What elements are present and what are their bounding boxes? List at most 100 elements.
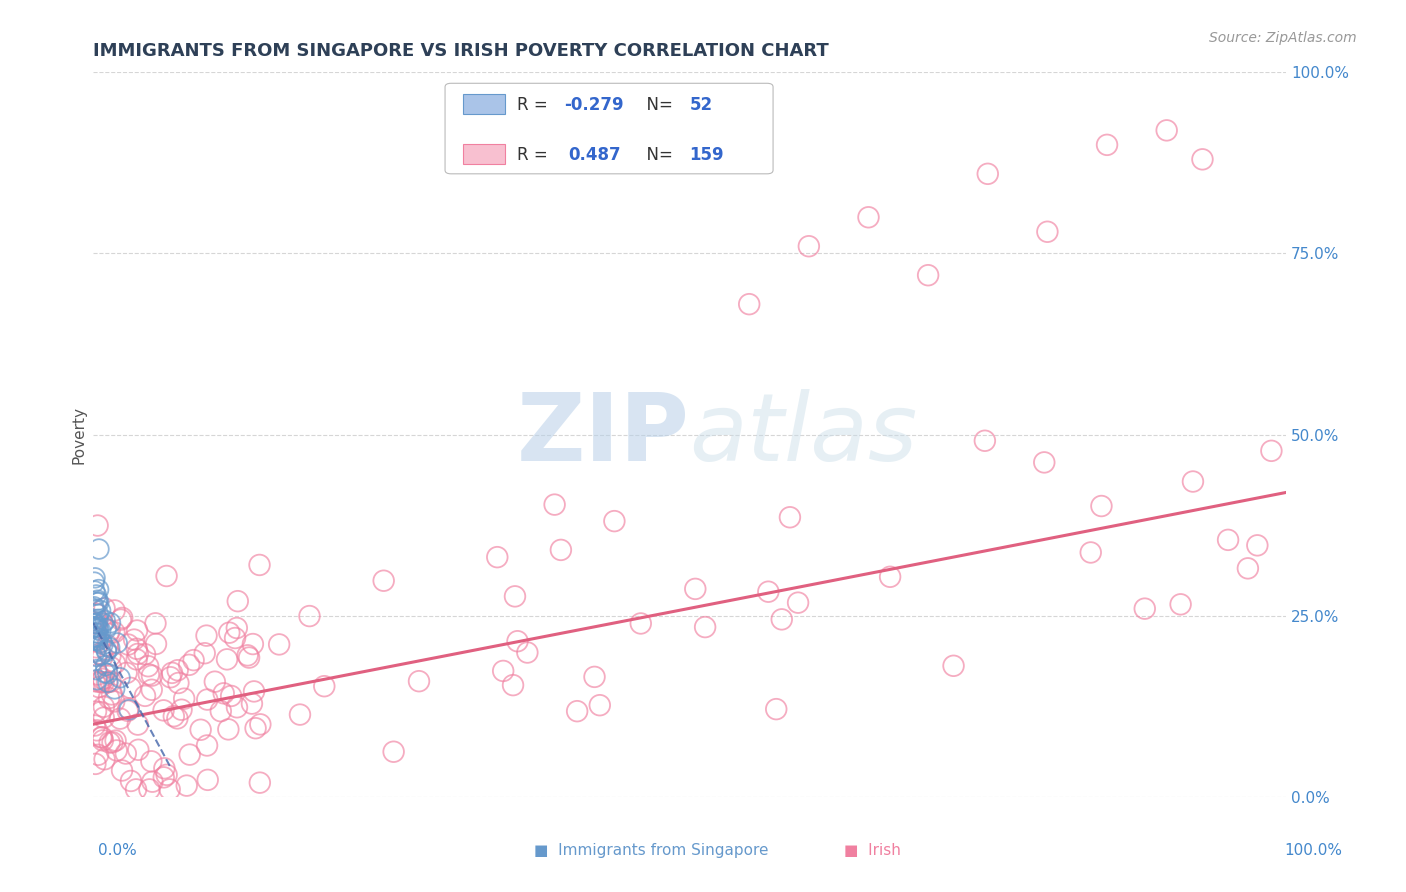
Point [91, 672, 114, 686]
Point [917, 268, 939, 283]
Point [314, 679, 336, 693]
FancyBboxPatch shape [446, 83, 773, 174]
Point [550, 542, 572, 557]
Point [83, 674, 105, 689]
Point [125, 782, 148, 797]
Point [1170, 597, 1192, 611]
Point [695, 620, 717, 634]
Point [1090, 499, 1112, 513]
Point [152, 703, 174, 717]
Point [145, 616, 167, 631]
Point [503, 590, 526, 604]
Point [87, 582, 110, 597]
Point [84, 633, 107, 648]
Point [84, 620, 107, 634]
Point [105, 636, 128, 650]
Point [93, 601, 115, 615]
Point [155, 569, 177, 583]
Point [1036, 225, 1059, 239]
Point [103, 603, 125, 617]
Point [87, 612, 110, 626]
Point [87, 607, 110, 622]
Point [86, 673, 108, 687]
Point [97, 675, 120, 690]
Point [787, 596, 810, 610]
Point [84, 571, 107, 585]
Point [166, 663, 188, 677]
Point [1181, 475, 1204, 489]
Point [226, 594, 249, 608]
Point [100, 648, 122, 663]
Point [96, 639, 118, 653]
Point [84, 607, 107, 621]
Point [141, 774, 163, 789]
Point [152, 770, 174, 784]
Point [98, 640, 121, 655]
Point [1260, 443, 1282, 458]
Point [145, 637, 167, 651]
Point [141, 682, 163, 697]
Point [100, 674, 122, 689]
Point [269, 637, 291, 651]
Point [93, 752, 115, 766]
Point [90, 635, 112, 649]
Point [195, 692, 218, 706]
Point [197, 772, 219, 787]
Point [86, 518, 108, 533]
Point [87, 680, 110, 694]
FancyBboxPatch shape [463, 95, 505, 114]
Point [90, 604, 112, 618]
Point [125, 652, 148, 666]
Point [179, 747, 201, 762]
Point [155, 768, 177, 782]
Point [1033, 455, 1056, 469]
Text: -0.279: -0.279 [564, 95, 624, 113]
Point [942, 658, 965, 673]
Point [96, 622, 118, 636]
Point [408, 674, 430, 689]
FancyBboxPatch shape [463, 145, 505, 164]
Point [163, 709, 186, 723]
Point [977, 167, 1000, 181]
Point [83, 575, 105, 590]
Point [242, 637, 264, 651]
Point [194, 646, 217, 660]
Point [127, 743, 149, 757]
Point [797, 239, 820, 253]
Point [83, 616, 105, 631]
Point [138, 782, 160, 797]
Point [217, 723, 239, 737]
Point [104, 733, 127, 747]
Point [87, 622, 110, 636]
Point [1095, 137, 1118, 152]
Point [125, 641, 148, 656]
Point [87, 747, 110, 762]
Point [209, 704, 232, 718]
Point [1156, 123, 1178, 137]
Point [224, 631, 246, 645]
Point [249, 558, 271, 572]
Point [84, 616, 107, 631]
Point [89, 635, 111, 649]
Point [1237, 561, 1260, 575]
Point [115, 665, 138, 680]
Point [1191, 153, 1213, 167]
Point [91, 730, 114, 744]
Text: ■  Irish: ■ Irish [844, 843, 900, 858]
Point [86, 593, 108, 607]
Point [91, 616, 114, 631]
Point [249, 717, 271, 731]
Point [93, 699, 115, 714]
Point [1080, 545, 1102, 559]
Text: IMMIGRANTS FROM SINGAPORE VS IRISH POVERTY CORRELATION CHART: IMMIGRANTS FROM SINGAPORE VS IRISH POVER… [93, 42, 830, 60]
Point [100, 660, 122, 674]
Point [97, 627, 120, 641]
Point [91, 637, 114, 651]
Point [245, 721, 267, 735]
Point [506, 634, 529, 648]
Point [87, 595, 110, 609]
Point [114, 747, 136, 761]
Point [94, 614, 117, 628]
Point [108, 712, 131, 726]
Point [238, 650, 260, 665]
